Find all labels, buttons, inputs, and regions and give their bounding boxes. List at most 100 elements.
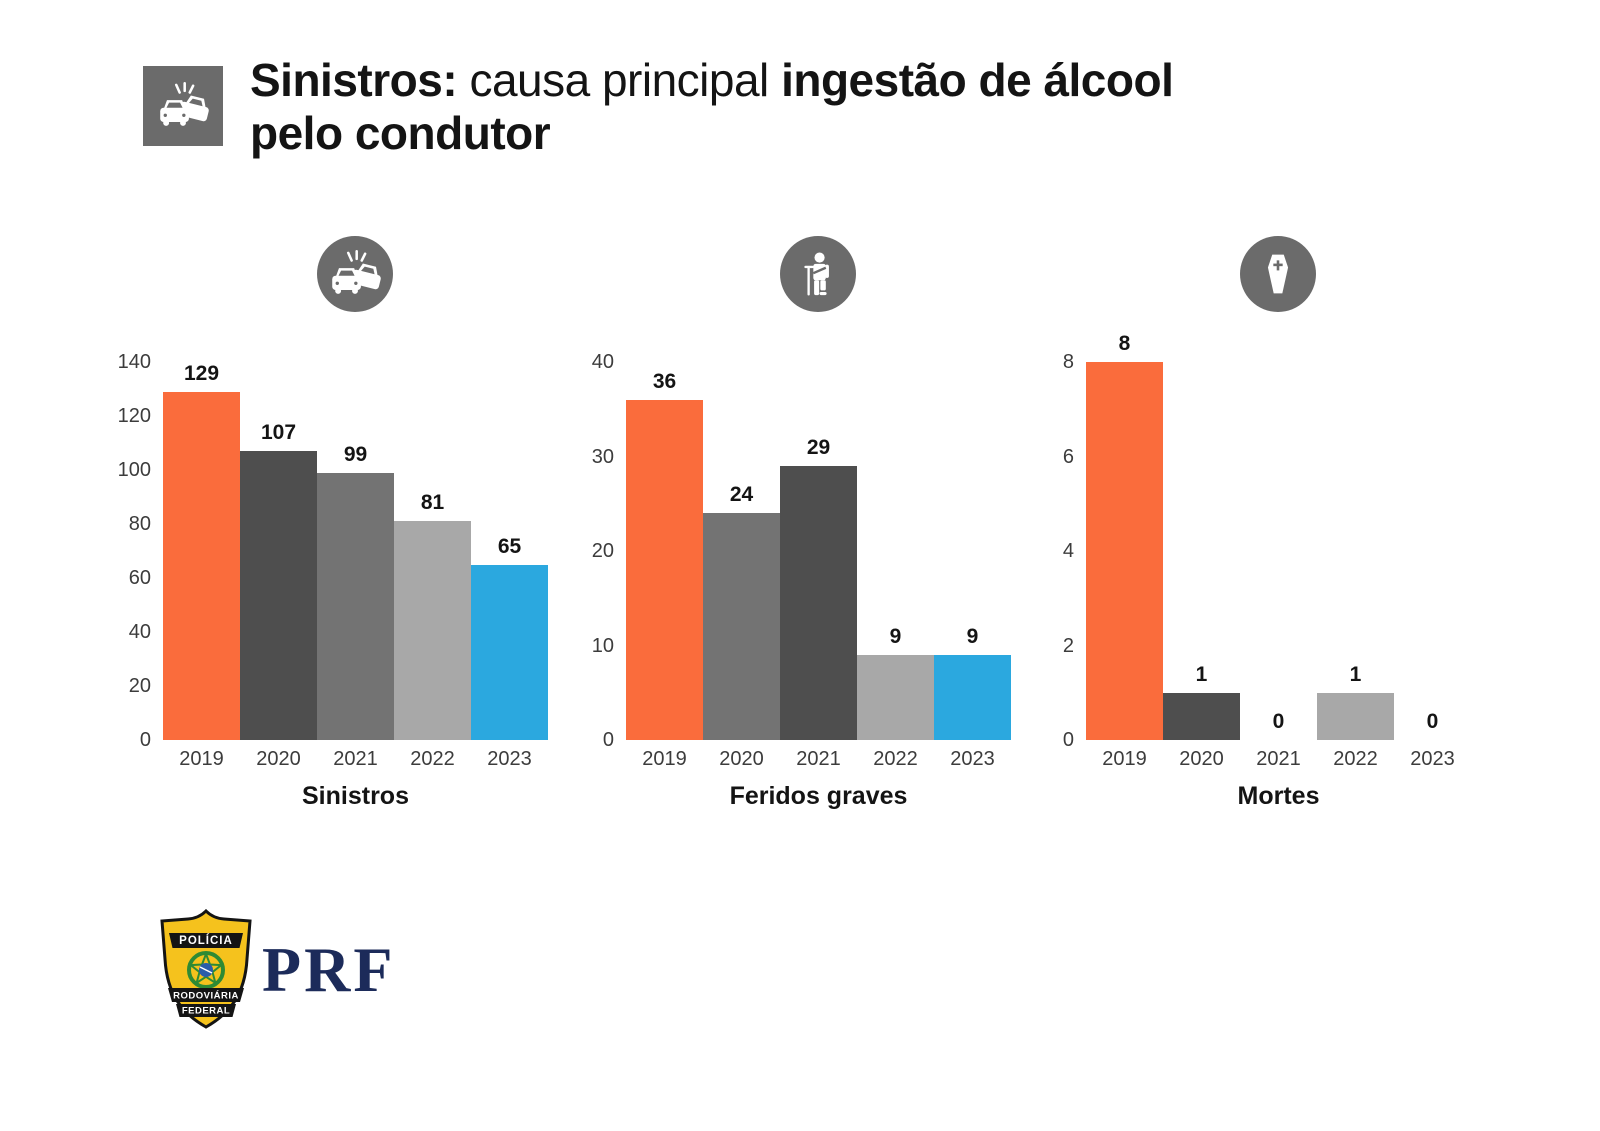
bars-group: 8 1 0 1 0 <box>1086 332 1471 740</box>
x-label-2021: 2021 <box>1256 748 1301 770</box>
y-tick-120: 120 <box>117 405 151 427</box>
x-label-2023: 2023 <box>1410 748 1455 770</box>
x-label-2022: 2022 <box>873 748 918 770</box>
bar-slot-2020: 107 <box>240 362 317 740</box>
y-tick-100: 100 <box>117 459 151 481</box>
x-label-2022: 2022 <box>1333 748 1378 770</box>
bar-value-label: 8 <box>1118 332 1131 355</box>
x-label-2021: 2021 <box>796 748 841 770</box>
x-label-2023: 2023 <box>950 748 995 770</box>
car-crash-icon <box>317 236 393 312</box>
plot-area: 0 10 20 30 40 36 24 29 9 9 <box>564 352 1011 750</box>
y-tick-2: 2 <box>1062 634 1074 657</box>
badge-bottom-banner-label: FEDERAL <box>182 1006 230 1017</box>
badge-globe-band <box>199 966 213 974</box>
y-tick-10: 10 <box>591 634 614 657</box>
x-label-2020: 2020 <box>719 748 764 770</box>
y-tick-4: 4 <box>1062 540 1074 562</box>
y-tick-60: 60 <box>128 567 151 589</box>
bar-feridos-graves-2021 <box>780 465 857 740</box>
y-tick-20: 20 <box>128 675 151 697</box>
chart-feridos-graves: 0 10 20 30 40 36 24 29 9 9 2019 2020 2021 2022 2023 Fer… <box>564 233 1011 833</box>
y-axis: 0 20 40 60 80 100 120 140 <box>101 352 151 750</box>
bar-sinistros-2019 <box>163 391 240 740</box>
plot-area: 0 2 4 6 8 8 1 0 1 0 <box>1024 332 1471 750</box>
bar-feridos-graves-2023 <box>934 654 1011 740</box>
chart-title-mortes: Mortes <box>1237 782 1320 810</box>
bar-sinistros-2022 <box>394 521 471 740</box>
page-title: Sinistros: causa principal ingestão de á… <box>250 54 1480 160</box>
bar-value-label: 29 <box>806 435 831 459</box>
x-label-2021: 2021 <box>333 748 378 770</box>
bar-value-label: 1 <box>1349 662 1362 686</box>
y-tick-0: 0 <box>602 729 614 751</box>
bars-group: 129 107 99 81 65 <box>163 362 548 740</box>
y-tick-40: 40 <box>128 621 151 643</box>
bar-slot-2022: 1 <box>1317 362 1394 740</box>
y-tick-6: 6 <box>1062 445 1074 468</box>
prf-wordmark: PRF <box>262 934 396 1005</box>
plot-area: 0 20 40 60 80 100 120 140 129 107 99 81 65 <box>101 352 548 750</box>
bar-value-label: 1 <box>1195 662 1208 686</box>
badge-top-banner <box>169 933 243 948</box>
y-tick-0: 0 <box>1062 729 1074 751</box>
chart-title-sinistros: Sinistros <box>302 782 409 810</box>
prf-badge-logo: POLÍCIA RODOVIÁRIA FEDERAL <box>160 908 252 1029</box>
title-line1: Sinistros: causa principal ingestão de á… <box>250 54 1480 107</box>
x-label-2019: 2019 <box>642 748 687 770</box>
y-tick-30: 30 <box>591 445 614 468</box>
bar-value-label: 9 <box>966 624 979 648</box>
bar-slot-2019: 8 <box>1086 332 1163 740</box>
bar-sinistros-2023 <box>471 564 548 740</box>
bar-feridos-graves-2020 <box>703 513 780 740</box>
y-tick-40: 40 <box>591 351 614 373</box>
x-axis-labels: 2019 2020 2021 2022 2023 <box>626 748 1011 771</box>
car-crash-icon <box>143 66 223 146</box>
bar-mortes-2020 <box>1163 692 1240 740</box>
bar-value-label: 0 <box>1426 710 1439 733</box>
title-bold-tail: ingestão de álcool <box>781 54 1174 106</box>
bar-feridos-graves-2022 <box>857 654 934 740</box>
bar-slot-2021: 29 <box>780 362 857 740</box>
y-tick-140: 140 <box>117 351 151 373</box>
title-bold-lead: Sinistros: <box>250 54 458 106</box>
bar-sinistros-2020 <box>240 451 317 740</box>
x-axis-labels: 2019 2020 2021 2022 2023 <box>163 748 548 771</box>
bar-slot-2021: 0 <box>1240 362 1317 740</box>
bar-slot-2021: 99 <box>317 362 394 740</box>
badge-middle-banner-label: RODOVIÁRIA <box>173 991 239 1002</box>
bar-value-label: 36 <box>652 369 677 393</box>
bar-value-label: 0 <box>1272 710 1285 733</box>
injured-person-icon <box>780 236 856 312</box>
bar-slot-2023: 65 <box>471 362 548 740</box>
bar-value-label: 9 <box>889 624 902 648</box>
x-label-2023: 2023 <box>487 748 532 770</box>
x-label-2020: 2020 <box>1179 748 1224 770</box>
bar-value-label: 81 <box>420 491 445 515</box>
bar-slot-2020: 1 <box>1163 362 1240 740</box>
badge-middle-banner <box>168 988 244 1002</box>
bar-slot-2023: 9 <box>934 362 1011 740</box>
bar-slot-2019: 129 <box>163 362 240 740</box>
bar-slot-2022: 81 <box>394 362 471 740</box>
badge-bottom-banner <box>176 1004 236 1017</box>
x-label-2022: 2022 <box>410 748 455 770</box>
bar-mortes-2019 <box>1086 362 1163 740</box>
y-tick-8: 8 <box>1062 351 1074 373</box>
bar-value-label: 129 <box>183 361 220 385</box>
bar-slot-2020: 24 <box>703 362 780 740</box>
x-axis-labels: 2019 2020 2021 2022 2023 <box>1086 748 1471 771</box>
y-tick-20: 20 <box>591 540 614 562</box>
bar-value-label: 24 <box>729 483 754 507</box>
badge-top-banner-label: POLÍCIA <box>179 934 233 947</box>
bar-mortes-2022 <box>1317 692 1394 740</box>
chart-title-feridos-graves: Feridos graves <box>729 782 908 810</box>
y-tick-80: 80 <box>128 513 151 535</box>
bar-slot-2023: 0 <box>1394 362 1471 740</box>
bar-slot-2019: 36 <box>626 362 703 740</box>
bars-group: 36 24 29 9 9 <box>626 362 1011 740</box>
y-axis: 0 2 4 6 8 <box>1024 352 1074 750</box>
bar-value-label: 99 <box>343 442 368 466</box>
x-label-2019: 2019 <box>179 748 224 770</box>
